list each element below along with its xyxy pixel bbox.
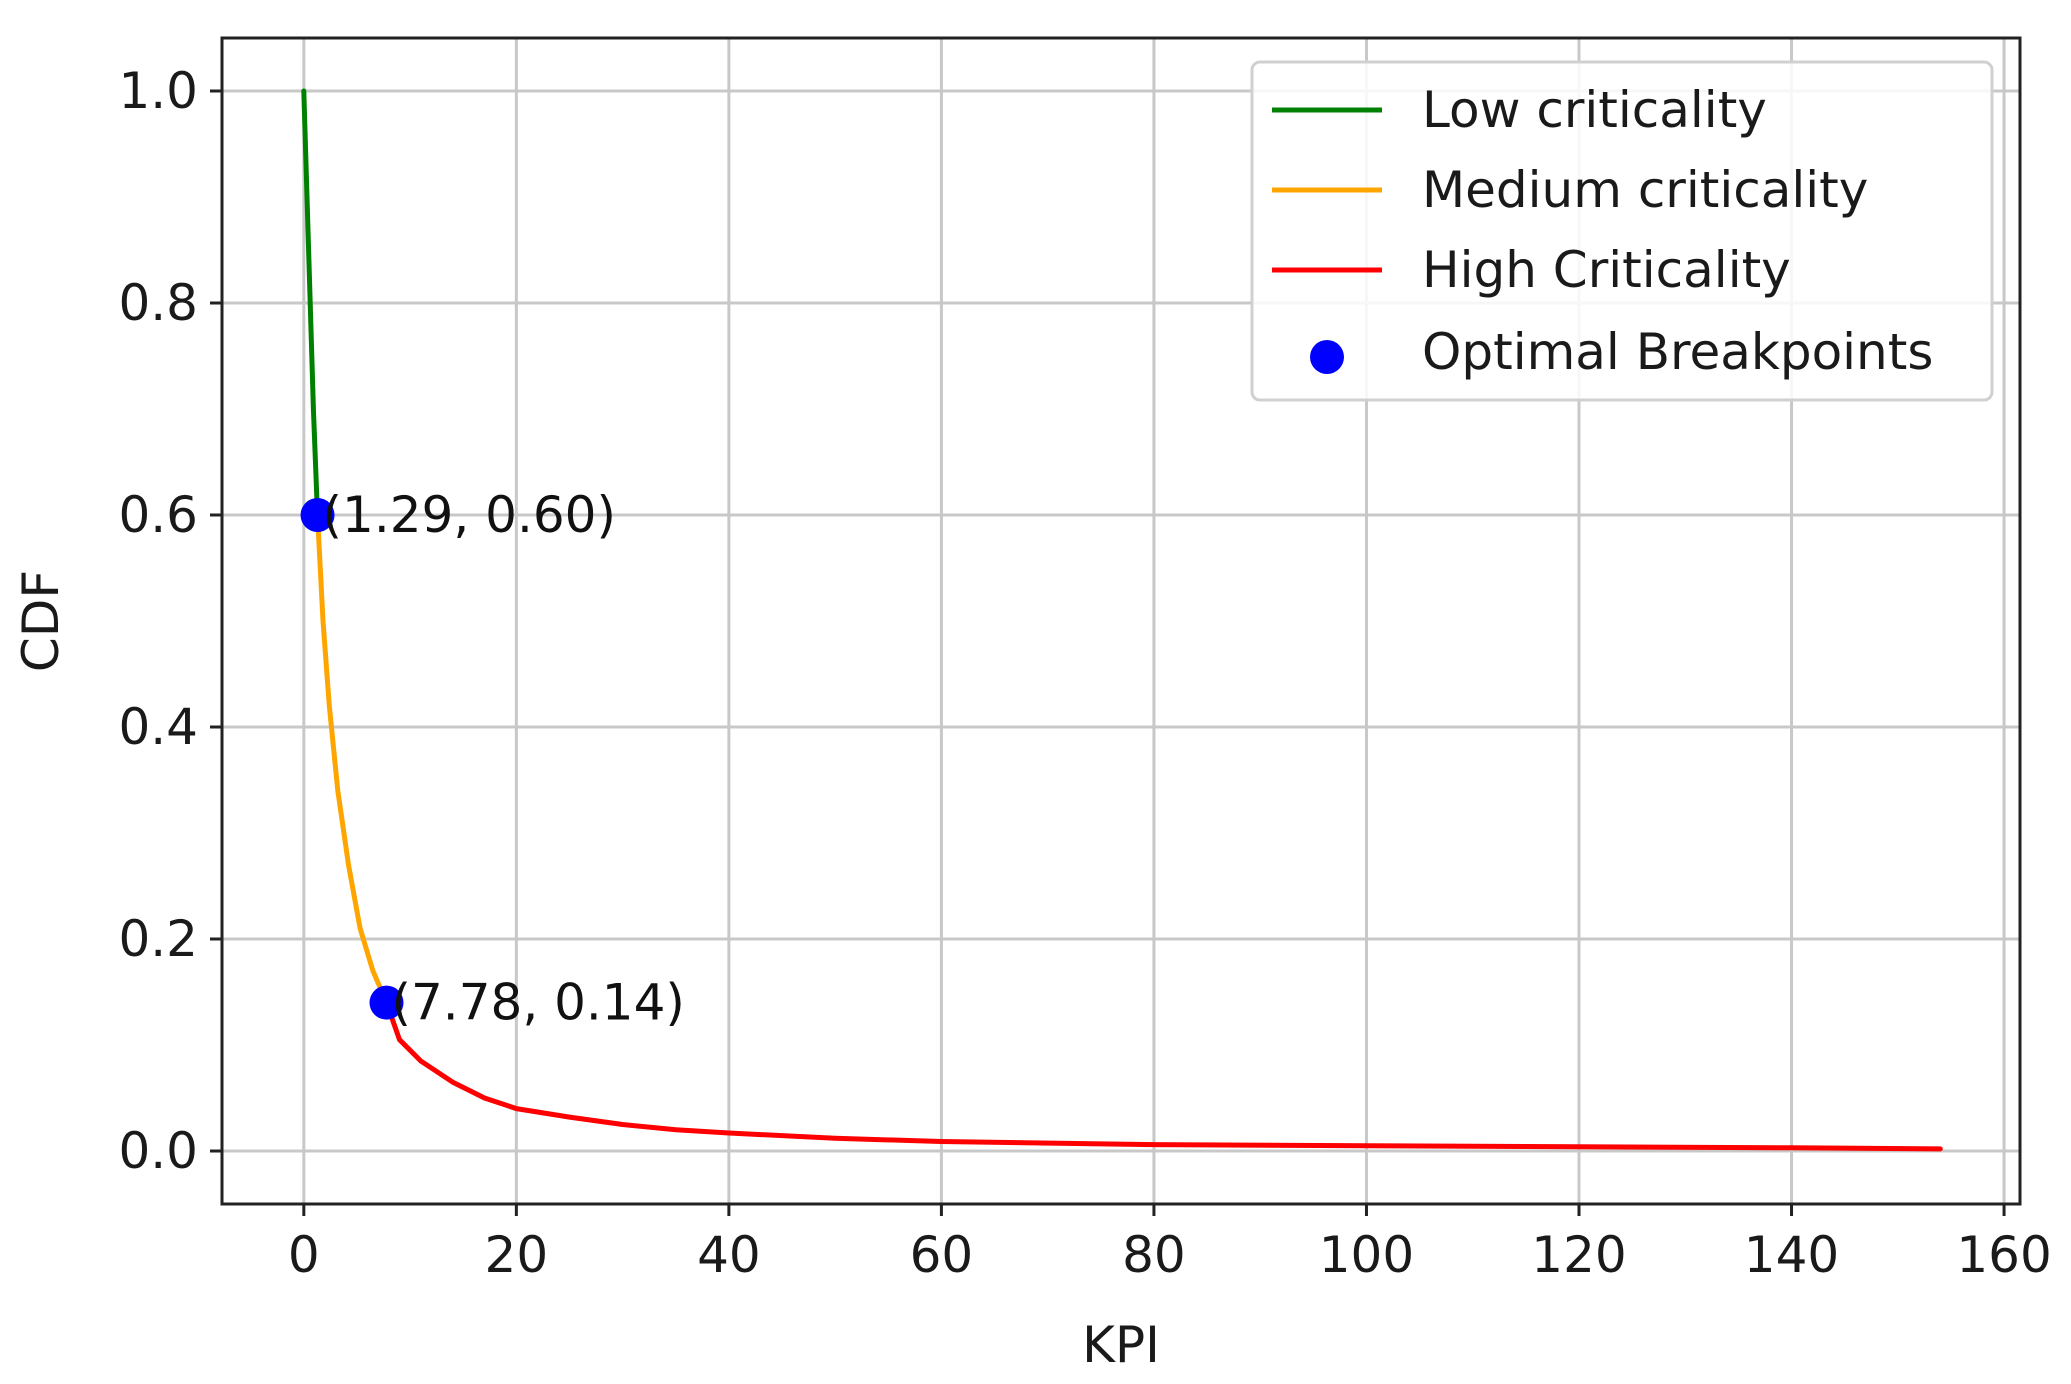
x-tick-label: 40 [697, 1226, 761, 1284]
legend-label: Medium criticality [1422, 161, 1868, 219]
series-line [384, 1000, 1943, 1152]
x-axis-ticks: 0 20 40 60 80 100 120 140 160 [288, 1204, 2052, 1284]
y-axis-label: CDF [12, 570, 70, 672]
x-tick-label: 140 [1744, 1226, 1839, 1284]
x-axis-label: KPI [1082, 1316, 1160, 1374]
y-tick-label: 0.8 [118, 274, 198, 332]
legend-label: High Criticality [1422, 241, 1791, 299]
breakpoint-marker [300, 498, 335, 532]
y-tick-label: 0.6 [118, 486, 198, 544]
y-tick-label: 1.0 [118, 62, 198, 120]
series-line [301, 88, 320, 518]
legend-items: Low criticality Medium criticality High Cr… [1272, 81, 1933, 381]
x-tick-label: 120 [1531, 1226, 1626, 1284]
y-tick-label: 0.0 [118, 1122, 198, 1180]
breakpoint-markers: (1.29, 0.60) (7.78, 0.14) [300, 486, 685, 1032]
x-tick-label: 80 [1122, 1226, 1186, 1284]
breakpoint-annotation: (1.29, 0.60) [323, 486, 616, 544]
legend-label: Low criticality [1422, 81, 1767, 139]
series-lines [301, 88, 1943, 1152]
x-tick-label: 160 [1956, 1226, 2051, 1284]
y-axis-ticks: 0.0 0.2 0.4 0.6 0.8 1.0 [118, 62, 222, 1180]
legend: Low criticality Medium criticality High Cr… [1250, 60, 1994, 402]
breakpoint-marker [369, 985, 404, 1020]
legend-label: Optimal Breakpoints [1422, 323, 1933, 381]
legend-swatch-marker [1310, 340, 1344, 374]
x-tick-label: 60 [910, 1226, 974, 1284]
plot-frame [220, 36, 2022, 1206]
x-tick-label: 0 [288, 1226, 320, 1284]
breakpoint-annotation: (7.78, 0.14) [391, 974, 684, 1032]
x-tick-label: 100 [1319, 1226, 1414, 1284]
y-tick-label: 0.2 [118, 910, 198, 968]
series-line [315, 512, 389, 1006]
legend-box [1250, 60, 1994, 402]
x-tick-label: 20 [485, 1226, 549, 1284]
y-tick-label: 0.4 [118, 698, 198, 756]
